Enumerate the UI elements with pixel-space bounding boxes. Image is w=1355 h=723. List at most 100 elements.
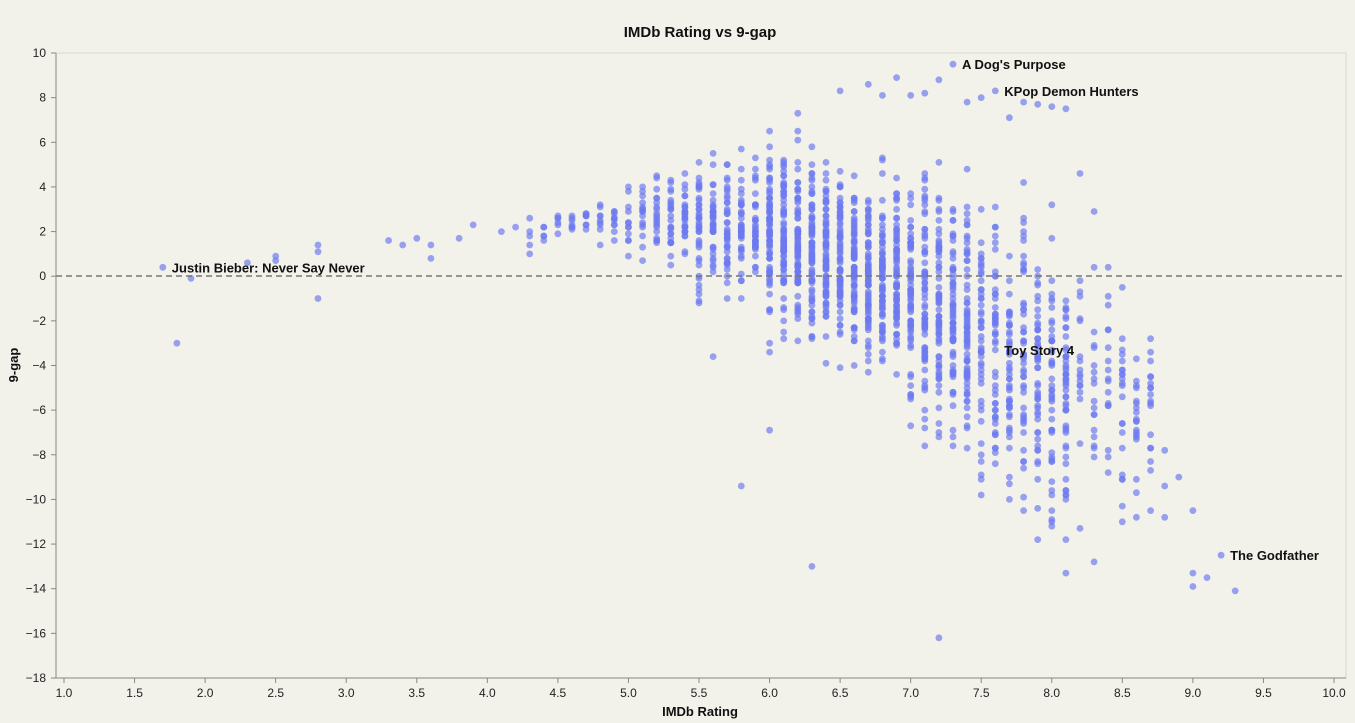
scatter-point xyxy=(864,344,872,351)
scatter-point xyxy=(991,203,999,211)
scatter-point xyxy=(794,136,802,144)
scatter-point xyxy=(1020,458,1027,465)
scatter-point xyxy=(808,286,816,293)
scatter-point xyxy=(709,161,717,169)
scatter-point xyxy=(695,214,703,222)
scatter-point xyxy=(695,255,703,262)
scatter-point xyxy=(1062,475,1070,483)
scatter-point xyxy=(1147,444,1154,452)
scatter-point xyxy=(977,359,985,367)
scatter-point xyxy=(949,248,957,256)
scatter-point xyxy=(907,422,915,430)
scatter-point xyxy=(1062,353,1070,360)
scatter-point xyxy=(935,196,943,204)
scatter-point xyxy=(723,183,731,191)
scatter-point xyxy=(1104,263,1112,271)
scatter-point xyxy=(709,208,717,215)
scatter-point xyxy=(1006,429,1013,436)
scatter-point xyxy=(1048,458,1056,465)
scatter-point xyxy=(1090,558,1098,566)
scatter-point xyxy=(610,221,618,229)
x-axis-ticks: 1.0 1.5 2.0 2.5 3.0 3.5 4.0 4.5 5.0 5.5 6.0 6.5 7.0 7… xyxy=(56,678,1346,700)
scatter-point xyxy=(723,161,731,169)
scatter-point xyxy=(1006,375,1013,383)
scatter-point xyxy=(949,315,957,322)
scatter-point xyxy=(653,194,661,202)
scatter-point xyxy=(794,337,802,345)
scatter-point xyxy=(709,150,717,157)
scatter-point xyxy=(991,232,999,240)
scatter-point xyxy=(1048,386,1056,394)
scatter-point xyxy=(1034,395,1042,403)
y-tick-label: −10 xyxy=(26,492,47,506)
y-tick-label: 8 xyxy=(39,91,46,105)
scatter-point xyxy=(1147,357,1154,365)
scatter-point xyxy=(921,89,929,97)
scatter-point xyxy=(1090,426,1098,434)
y-tick-label: −8 xyxy=(32,448,46,462)
scatter-point xyxy=(949,402,957,410)
scatter-point xyxy=(399,241,407,249)
x-tick-label: 3.0 xyxy=(338,686,355,700)
scatter-point xyxy=(963,165,971,173)
scatter-point xyxy=(1090,453,1098,461)
scatter-point xyxy=(1034,100,1042,108)
scatter-point xyxy=(780,317,788,325)
scatter-point xyxy=(709,190,717,198)
y-tick-label: −16 xyxy=(26,626,47,640)
scatter-point xyxy=(977,277,985,285)
scatter-point xyxy=(1034,364,1042,372)
scatter-point xyxy=(893,174,900,182)
scatter-point xyxy=(879,239,886,247)
scatter-point xyxy=(625,237,632,244)
scatter-point xyxy=(864,221,872,229)
scatter-point xyxy=(1006,382,1013,389)
scatter-point xyxy=(1090,404,1098,412)
scatter-point xyxy=(935,433,943,441)
scatter-point xyxy=(1118,357,1126,365)
scatter-point xyxy=(1062,304,1070,311)
scatter-point xyxy=(780,237,788,244)
scatter-point xyxy=(1147,373,1154,381)
scatter-point xyxy=(963,257,971,264)
scatter-point xyxy=(991,223,999,231)
scatter-point xyxy=(1020,324,1027,331)
scatter-point xyxy=(625,183,632,191)
scatter-point xyxy=(935,284,943,291)
scatter-point xyxy=(1020,464,1027,472)
scatter-point xyxy=(864,310,872,318)
scatter-point xyxy=(1020,350,1027,358)
scatter-point xyxy=(1104,388,1112,396)
scatter-point xyxy=(935,76,943,84)
scatter-point xyxy=(737,232,745,240)
scatter-point xyxy=(723,192,731,200)
scatter-point xyxy=(949,266,957,273)
scatter-point xyxy=(822,290,830,298)
scatter-point xyxy=(935,353,943,360)
scatter-point xyxy=(1020,237,1027,244)
scatter-point xyxy=(737,145,745,153)
scatter-point xyxy=(1133,377,1140,385)
scatter-point xyxy=(667,185,675,193)
scatter-point xyxy=(1090,362,1098,369)
scatter-point xyxy=(822,359,830,367)
scatter-point xyxy=(808,257,816,264)
x-tick-label: 2.0 xyxy=(197,686,214,700)
scatter-point xyxy=(723,295,731,302)
scatter-point xyxy=(695,221,703,229)
scatter-point xyxy=(921,355,929,363)
scatter-point xyxy=(850,337,858,345)
scatter-point xyxy=(935,263,943,271)
scatter-point xyxy=(977,286,985,293)
scatter-point xyxy=(752,217,759,224)
scatter-point xyxy=(780,201,788,209)
scatter-point xyxy=(991,272,999,280)
scatter-point xyxy=(159,263,167,271)
x-tick-label: 6.0 xyxy=(761,686,778,700)
scatter-point xyxy=(963,344,971,351)
scatter-point xyxy=(1189,569,1197,577)
scatter-point xyxy=(991,319,999,327)
scatter-point xyxy=(1090,397,1098,405)
scatter-point xyxy=(610,228,618,236)
scatter-point xyxy=(469,221,477,229)
